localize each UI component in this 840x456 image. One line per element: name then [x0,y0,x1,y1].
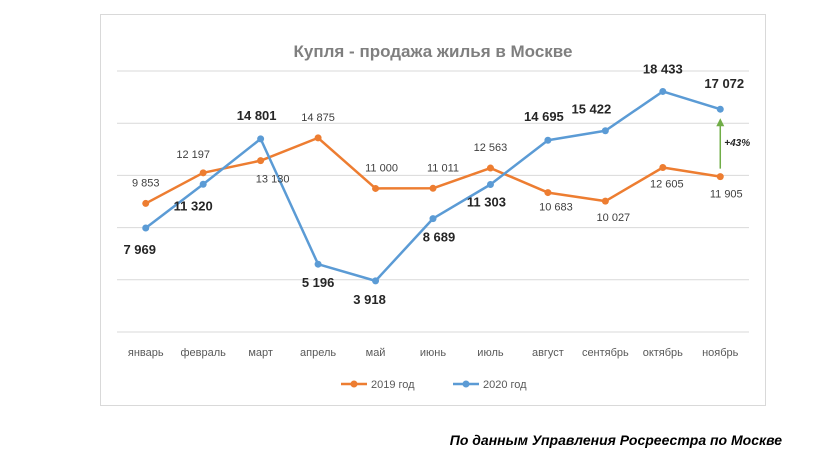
series-lines [142,87,724,285]
x-tick-label: октябрь [643,347,683,359]
data-point [142,224,150,232]
x-tick-label: июнь [420,347,446,359]
data-label: 14 875 [301,112,335,124]
data-point [659,87,667,95]
data-point [372,184,380,192]
data-label: 17 072 [704,76,744,91]
annotation-arrow-head [716,118,725,127]
data-point [429,215,437,223]
data-point [601,127,609,135]
data-point [257,157,265,165]
data-label: 14 695 [524,109,564,124]
data-label: 12 563 [474,142,508,154]
legend-swatch-marker [350,380,358,388]
chart-frame: Купля - продажа жилья в Москве январь фев… [100,14,766,406]
data-point [314,260,322,268]
data-label: 12 197 [176,149,210,161]
legend: 2019 год 2020 год [341,379,527,391]
x-tick-label: май [366,347,386,359]
data-point [486,164,494,172]
data-point [601,197,609,205]
data-label: 11 000 [365,162,398,174]
legend-swatch-marker [462,380,470,388]
data-point [142,199,150,207]
line-chart: Купля - продажа жилья в Москве январь фев… [117,42,750,391]
x-tick-label: март [248,347,273,359]
data-point [486,180,494,188]
data-point [716,173,724,181]
x-tick-label: февраль [180,347,226,359]
data-point [659,164,667,172]
data-label: 11 320 [174,198,213,213]
data-label: 9 853 [132,177,160,189]
x-tick-label: ноябрь [702,347,739,359]
data-label: 11 905 [710,189,743,201]
data-label: 13 130 [256,174,290,186]
data-labels: 9 853 12 197 13 130 14 875 11 000 11 011 12 56… [123,61,744,306]
data-point [544,189,552,197]
x-axis-ticks: январь февраль март апрель май июнь июль август… [128,347,739,359]
legend-label: 2020 год [483,379,527,391]
change-annotation: +43% [716,118,750,169]
data-point [544,136,552,144]
x-tick-label: апрель [300,347,336,359]
annotation-label: +43% [724,138,750,149]
gridlines [117,70,749,333]
data-label: 11 303 [467,194,506,209]
data-label: 10 683 [539,202,573,214]
data-label: 8 689 [423,230,456,245]
data-point [257,135,265,143]
data-label: 18 433 [643,61,683,76]
x-tick-label: август [532,347,564,359]
data-point [199,169,207,177]
data-label: 11 011 [427,162,459,174]
data-point [314,134,322,142]
source-note: По данным Управления Росреестра по Москв… [449,432,782,448]
x-tick-label: январь [128,347,164,359]
data-label: 5 196 [302,275,335,290]
data-point [199,180,207,188]
data-label: 3 918 [353,292,386,307]
data-point [716,105,724,113]
data-label: 7 969 [123,242,156,257]
data-label: 14 801 [237,108,277,123]
data-point [429,184,437,192]
legend-label: 2019 год [371,379,415,391]
data-label: 12 605 [650,179,684,191]
x-tick-label: сентябрь [582,347,629,359]
chart-title: Купля - продажа жилья в Москве [294,42,573,61]
x-tick-label: июль [477,347,504,359]
data-label: 15 422 [571,102,611,117]
data-label: 10 027 [597,212,631,224]
data-point [372,277,380,285]
